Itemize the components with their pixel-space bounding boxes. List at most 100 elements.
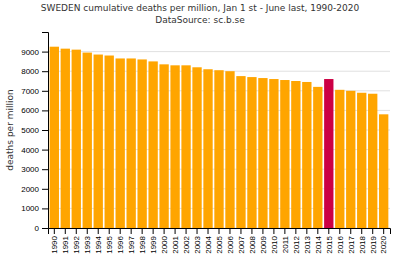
bar (83, 53, 92, 228)
tick-label: 9000 (21, 48, 39, 57)
tick-label: 8000 (21, 67, 39, 76)
tick: 2013 (303, 228, 312, 254)
tick-mark (42, 150, 48, 151)
tick: 2005 (215, 228, 224, 254)
tick-mark (42, 189, 48, 190)
tick-label: 2012 (292, 235, 301, 253)
tick-label: 1994 (94, 235, 103, 253)
tick: 2015 (325, 228, 334, 254)
tick-mark (54, 228, 55, 234)
tick: 2014 (314, 228, 323, 254)
chart: SWEDEN cumulative deaths per million, Ja… (0, 0, 400, 266)
tick-label: 2006 (226, 235, 235, 253)
tick: 0 (35, 224, 48, 233)
bar (61, 49, 70, 228)
tick-mark (42, 91, 48, 92)
tick: 9000 (21, 48, 48, 57)
tick-mark (42, 71, 48, 72)
tick: 1000 (21, 204, 48, 213)
bars (50, 47, 389, 228)
tick-label: 1998 (138, 235, 147, 253)
tick-label: 2020 (379, 235, 388, 253)
tick-mark (131, 228, 132, 234)
tick: 2000 (160, 228, 169, 254)
tick-label: 1990 (50, 235, 59, 253)
bar (225, 71, 234, 228)
bar (291, 81, 300, 228)
bar (203, 69, 212, 228)
grid-line (48, 51, 390, 52)
tick-label: 2010 (270, 235, 279, 253)
tick-label: 2014 (314, 235, 323, 253)
tick-mark (42, 110, 48, 111)
tick-mark (317, 228, 318, 234)
tick: 1994 (94, 228, 103, 254)
bar (181, 65, 190, 228)
bar (127, 58, 136, 228)
tick-label: 2016 (336, 235, 345, 253)
bar (280, 80, 289, 228)
tick-label: 2009 (259, 235, 268, 253)
tick: 6000 (21, 106, 48, 115)
tick-label: 1991 (61, 235, 70, 253)
tick-label: 1992 (72, 235, 81, 253)
bar (116, 58, 125, 228)
tick: 2000 (21, 185, 48, 194)
tick-label: 2005 (215, 235, 224, 253)
bar (258, 78, 267, 228)
tick: 1995 (105, 228, 114, 254)
tick-label: 1995 (105, 235, 114, 253)
tick-mark (251, 228, 252, 234)
bar (247, 77, 256, 228)
tick: 1993 (83, 228, 92, 254)
tick-mark (65, 228, 66, 234)
tick-mark (42, 130, 48, 131)
tick-label: 2019 (369, 235, 378, 253)
tick-mark (42, 169, 48, 170)
plot: 1990199119921993199419951996199719981999… (21, 33, 390, 254)
tick-label: 2003 (193, 235, 202, 253)
tick: 1992 (72, 228, 81, 254)
bar (269, 79, 278, 228)
bar (50, 47, 59, 228)
tick: 1996 (116, 228, 125, 254)
tick: 2017 (347, 228, 356, 254)
tick: 1990 (50, 228, 59, 254)
bar (379, 114, 388, 228)
bar (313, 87, 322, 228)
tick-label: 2001 (171, 235, 180, 253)
bar (105, 56, 114, 228)
tick: 2020 (379, 228, 388, 254)
tick-label: 2002 (182, 235, 191, 253)
tick-mark (383, 228, 384, 234)
tick-label: 7000 (21, 87, 39, 96)
tick-label: 2017 (347, 235, 356, 253)
tick-label: 5000 (21, 126, 39, 135)
tick: 2018 (358, 228, 367, 254)
tick-mark (197, 228, 198, 234)
tick-mark (109, 228, 110, 234)
bar (170, 65, 179, 228)
tick-mark (87, 228, 88, 234)
tick-label: 2011 (281, 235, 290, 253)
tick-mark (186, 228, 187, 234)
tick-label: 1996 (116, 235, 125, 253)
y-axis: 0100020003000400050006000700080009000 (21, 33, 48, 234)
tick: 2008 (248, 228, 257, 254)
tick-label: 1993 (83, 235, 92, 253)
bar (94, 55, 103, 228)
tick-mark (262, 228, 263, 234)
tick: 2019 (369, 228, 378, 254)
tick-mark (219, 228, 220, 234)
tick-mark (142, 228, 143, 234)
bar (357, 93, 366, 228)
bar (236, 76, 245, 228)
tick-mark (328, 228, 329, 234)
bar (302, 82, 311, 228)
tick: 1998 (138, 228, 147, 254)
tick-mark (350, 228, 351, 234)
tick: 2007 (237, 228, 246, 254)
tick-mark (295, 228, 296, 234)
tick: 4000 (21, 146, 48, 155)
tick-mark (42, 208, 48, 209)
